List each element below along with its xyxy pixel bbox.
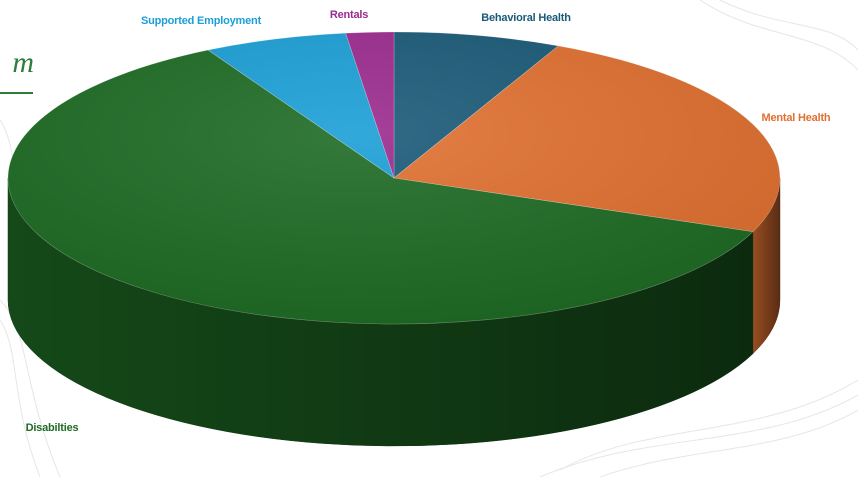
- pie-label-mental-health: Mental Health: [762, 112, 831, 124]
- pie-label-supported-employment: Supported Employment: [141, 15, 262, 27]
- pie-label-disabilties: Disabilties: [26, 422, 79, 434]
- pie-label-rentals: Rentals: [330, 9, 368, 21]
- pie-side-shade-2-0: [8, 178, 753, 446]
- pie-labels: Behavioral Health Mental Health Disabiltie…: [26, 9, 832, 434]
- pie-label-behavioral-health: Behavioral Health: [481, 12, 571, 24]
- pie-top: [7, 31, 781, 325]
